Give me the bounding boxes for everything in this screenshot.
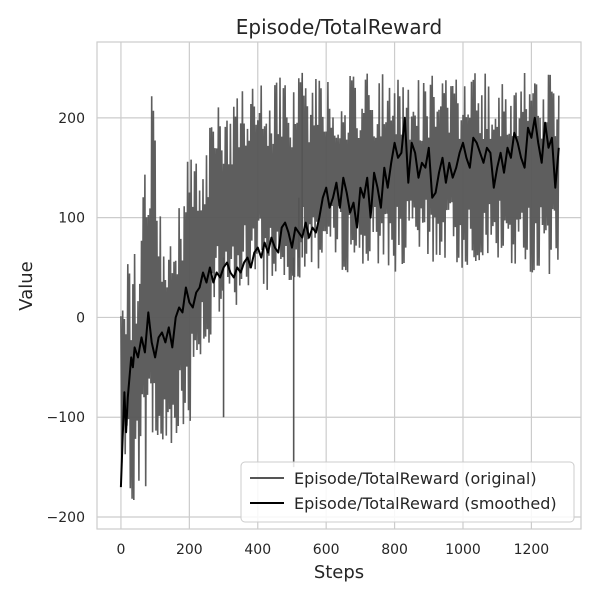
- legend-box: [240, 461, 575, 523]
- x-tick-label: 0: [116, 542, 125, 558]
- y-axis-label: Value: [16, 261, 37, 310]
- x-tick-label: 1000: [445, 542, 481, 558]
- legend: Episode/TotalReward (original) Episode/T…: [240, 461, 575, 523]
- x-tick-label: 800: [381, 542, 408, 558]
- series-line-original: [120, 72, 560, 501]
- y-tick-label: 200: [58, 111, 85, 127]
- x-tick-label: 600: [313, 542, 340, 558]
- series-line-smoothed: [119, 116, 560, 488]
- legend-label-original: Episode/TotalReward (original): [294, 469, 537, 488]
- x-tick-labels: 0 200 400 600 800 1000 1200: [116, 542, 549, 558]
- y-tick-label: −200: [47, 510, 85, 526]
- y-tick-label: 0: [76, 310, 85, 326]
- x-axis-label: Steps: [314, 562, 364, 583]
- plot-lines: [119, 72, 560, 501]
- x-tick-label: 400: [244, 542, 271, 558]
- plot-frame: [96, 41, 582, 530]
- y-tick-label: −100: [47, 410, 85, 426]
- x-tick-label: 200: [176, 542, 203, 558]
- y-tick-label: 100: [58, 211, 85, 227]
- chart-title: Episode/TotalReward: [236, 15, 442, 39]
- x-tick-label: 1200: [514, 542, 550, 558]
- y-tick-labels: −200 −100 0 100 200: [47, 111, 85, 526]
- legend-label-smoothed: Episode/TotalReward (smoothed): [294, 494, 557, 513]
